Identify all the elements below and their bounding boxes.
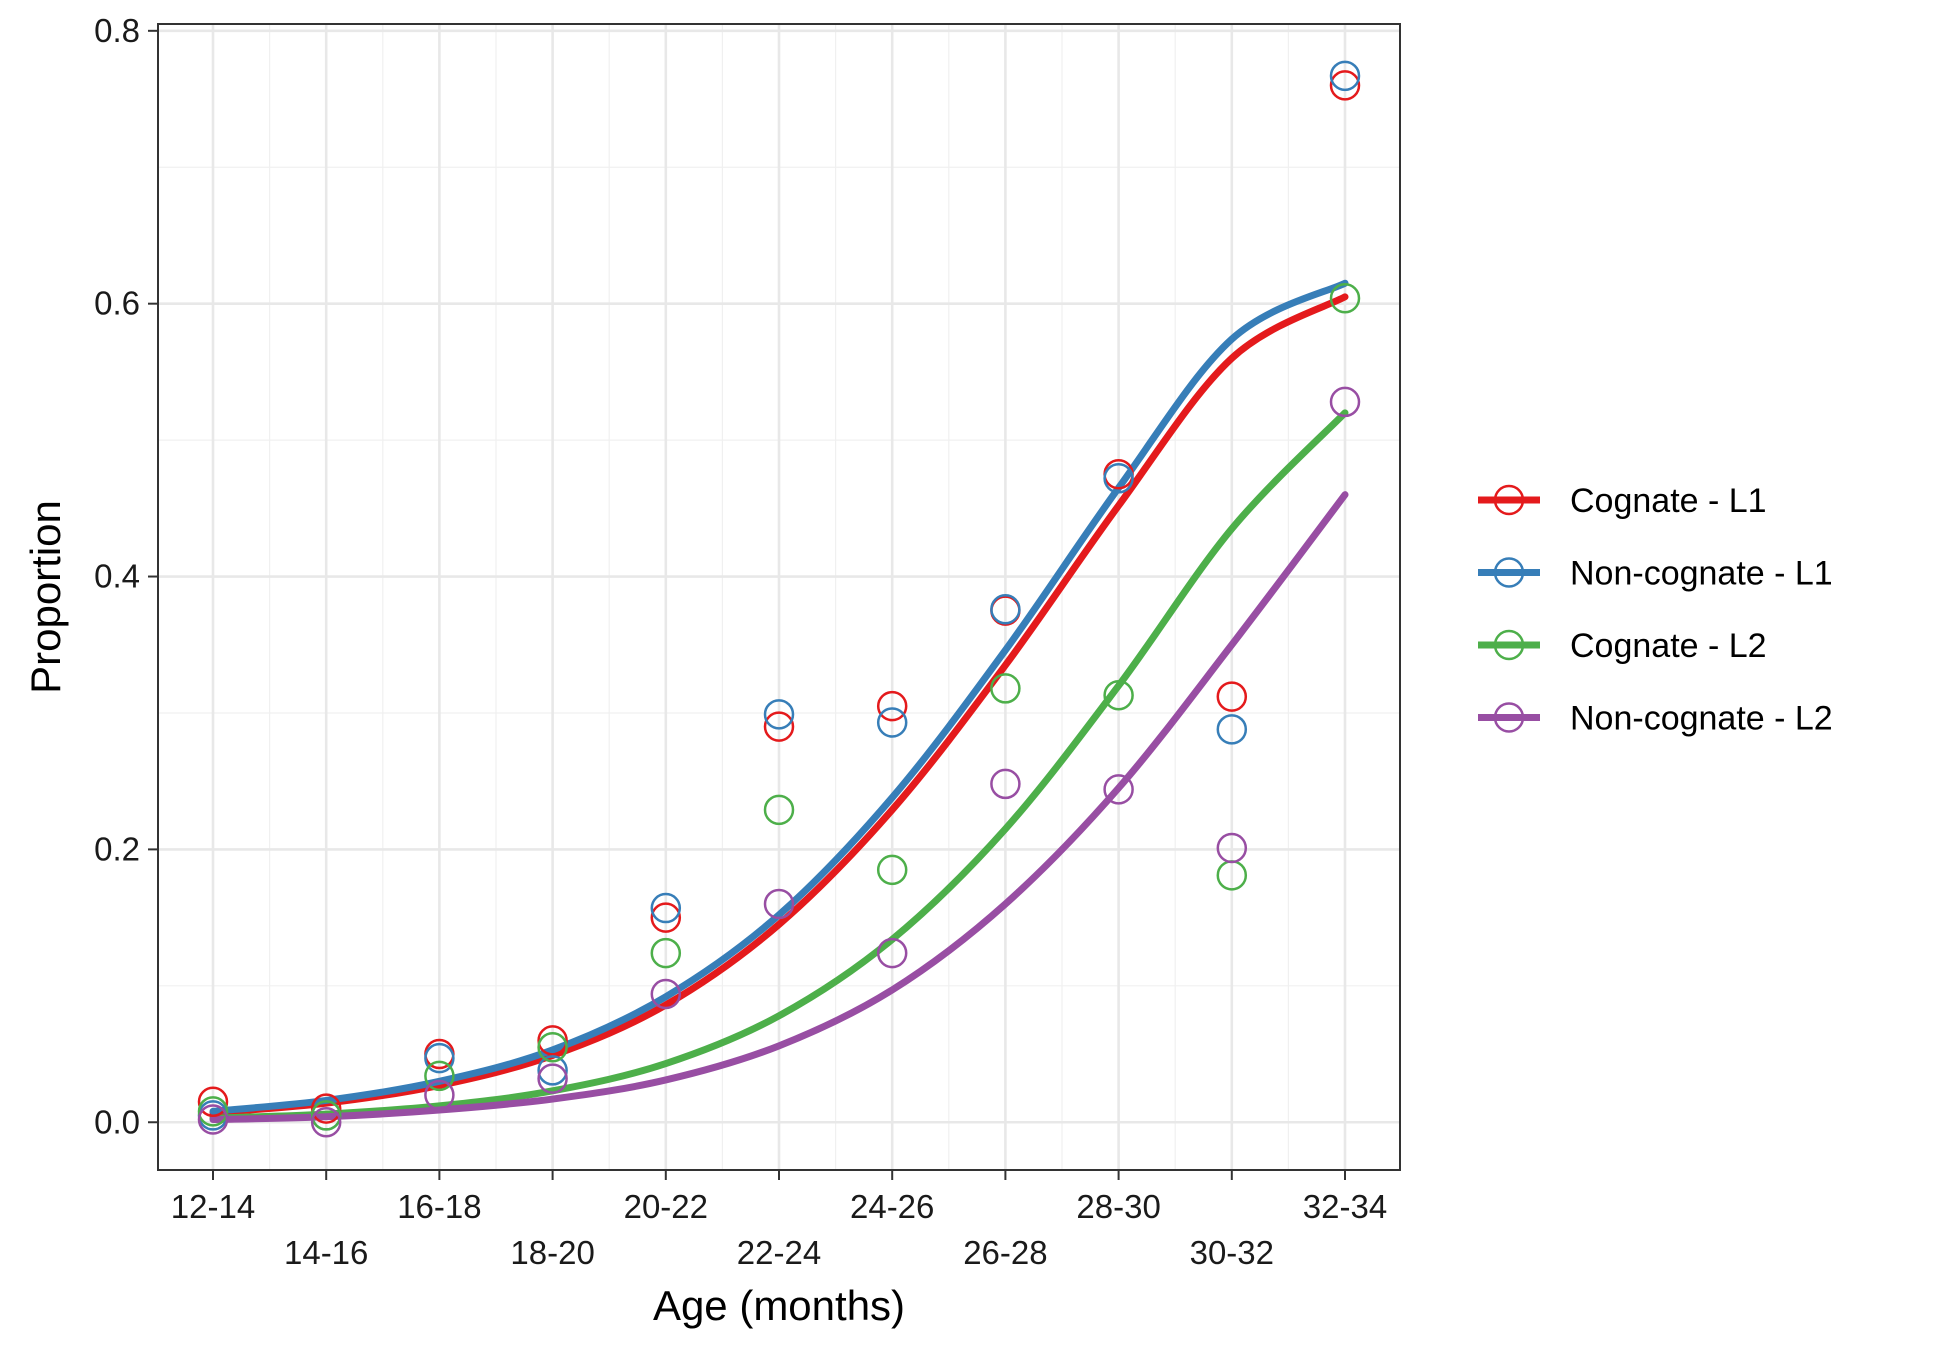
- data-point-series-1: [1216, 714, 1248, 745]
- legend: Cognate - L1 Non-cognate - L1 Cognate - L2…: [1478, 482, 1833, 738]
- data-point-series-3: [537, 1063, 568, 1094]
- data-point-series-2: [537, 1031, 568, 1063]
- x-tick-label: 12-14: [171, 1188, 255, 1225]
- data-point-series-1: [537, 1055, 568, 1086]
- y-tick-label: 0.2: [94, 830, 140, 867]
- data-point-series-1: [650, 892, 682, 924]
- data-point-series-3: [424, 1079, 455, 1111]
- data-point-series-1: [1329, 60, 1361, 92]
- legend-label: Cognate - L2: [1570, 627, 1767, 665]
- y-tick-label: 0.4: [94, 558, 140, 595]
- data-point-series-3: [1216, 832, 1248, 864]
- data-point-series-2: [876, 854, 908, 886]
- data-point-series-0: [763, 711, 795, 742]
- data-point-series-0: [537, 1025, 568, 1056]
- data-point-series-3: [310, 1107, 342, 1138]
- grid: [158, 24, 1400, 1170]
- legend-key-circle: [1493, 484, 1525, 516]
- data-point-series-1: [763, 699, 795, 730]
- data-point-series-2: [197, 1096, 229, 1127]
- x-tick-label: 14-16: [284, 1234, 368, 1271]
- data-point-series-0: [876, 690, 908, 722]
- data-point-series-1: [424, 1042, 455, 1074]
- x-axis: 12-14 14-16 16-18 18-20 20-22 22-24 24-26 26-28…: [171, 1170, 1387, 1271]
- data-point-series-2: [1329, 282, 1361, 314]
- legend-key-circle: [1493, 702, 1525, 733]
- x-tick-label: 18-20: [510, 1234, 594, 1271]
- data-point-series-0: [1329, 70, 1361, 101]
- fit-line-series-3: [209, 491, 1349, 1124]
- y-tick-label: 0.8: [94, 12, 140, 49]
- data-point-series-3: [197, 1104, 229, 1135]
- legend-label: Non-cognate - L1: [1570, 555, 1833, 593]
- data-point-series-0: [310, 1093, 342, 1124]
- x-tick-label: 32-34: [1303, 1188, 1387, 1225]
- x-tick-label: 24-26: [850, 1188, 934, 1225]
- x-tick-label: 30-32: [1190, 1234, 1274, 1271]
- data-point-series-3: [876, 937, 908, 969]
- data-point-series-2: [310, 1100, 342, 1131]
- data-point-series-1: [1103, 463, 1134, 494]
- data-point-series-3: [1103, 774, 1134, 805]
- data-point-series-3: [1329, 386, 1361, 418]
- legend-label: Cognate - L1: [1570, 482, 1767, 520]
- data-point-series-1: [876, 707, 908, 738]
- data-point-series-3: [650, 978, 682, 1010]
- y-axis: 0.0 0.2 0.4 0.6 0.8: [94, 12, 158, 1140]
- y-axis-title: Proportion: [22, 500, 69, 694]
- data-point-series-2: [990, 673, 1021, 704]
- data-points: [197, 60, 1361, 1138]
- fit-line-series-2: [209, 409, 1349, 1122]
- x-tick-label: 22-24: [737, 1234, 821, 1271]
- x-tick-label: 20-22: [624, 1188, 708, 1225]
- fit-line-series-0: [209, 293, 1349, 1117]
- x-tick-label: 16-18: [397, 1188, 481, 1225]
- data-point-series-3: [763, 888, 795, 920]
- x-tick-label: 26-28: [963, 1234, 1047, 1271]
- legend-label: Non-cognate - L2: [1570, 700, 1833, 738]
- x-axis-title: Age (months): [653, 1282, 905, 1329]
- y-tick-label: 0.0: [94, 1103, 140, 1140]
- legend-key-circle: [1493, 557, 1525, 588]
- legend-key-circle: [1493, 629, 1525, 661]
- data-point-series-2: [424, 1060, 455, 1092]
- x-tick-label: 28-30: [1076, 1188, 1160, 1225]
- data-point-series-0: [1216, 681, 1248, 712]
- data-point-series-1: [990, 594, 1021, 625]
- data-point-series-2: [650, 937, 682, 969]
- y-tick-label: 0.6: [94, 285, 140, 322]
- data-point-series-3: [990, 768, 1021, 800]
- data-point-series-2: [763, 794, 795, 826]
- data-point-series-0: [650, 902, 682, 933]
- data-point-series-0: [197, 1086, 229, 1118]
- data-point-series-2: [1103, 679, 1134, 711]
